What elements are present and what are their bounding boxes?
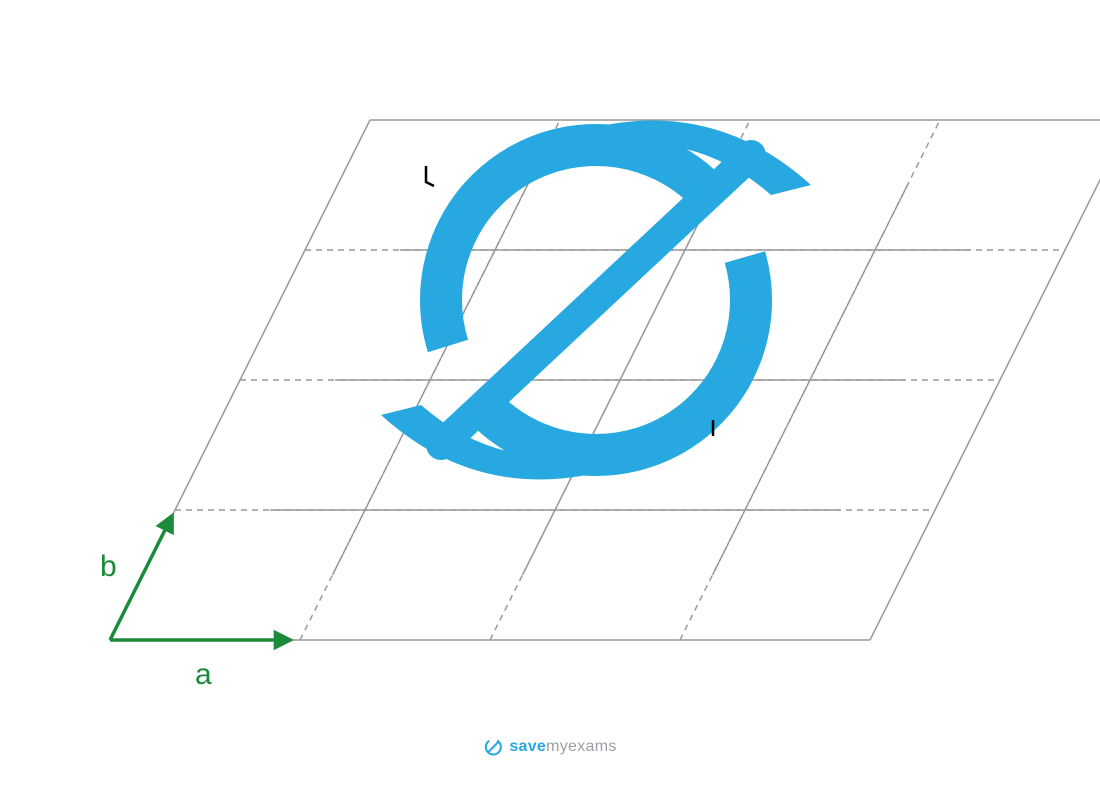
diagram-canvas: a b	[0, 0, 1100, 787]
vector-b	[110, 516, 172, 640]
footer-text-part2: my	[546, 738, 568, 755]
vectors: a b	[100, 516, 290, 691]
footer-logo: savemyexams	[483, 737, 616, 757]
grid	[110, 120, 1100, 640]
brand-icon	[483, 737, 503, 757]
vector-a-label: a	[195, 658, 212, 691]
footer-text-part1: save	[509, 738, 546, 755]
logo-overlay	[381, 121, 811, 480]
footer-text-part3: exams	[568, 738, 617, 755]
footer-logo-text: savemyexams	[509, 738, 616, 756]
vector-b-label: b	[100, 550, 117, 583]
